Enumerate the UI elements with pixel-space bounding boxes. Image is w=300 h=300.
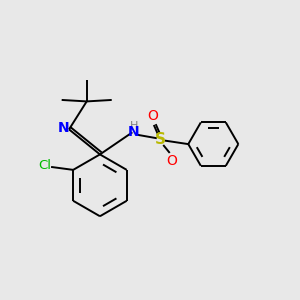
Text: S: S [155,132,166,147]
Text: Cl: Cl [38,159,51,172]
Text: N: N [128,125,140,139]
Text: O: O [148,109,158,123]
Text: H: H [130,121,138,131]
Text: N: N [58,121,70,135]
Text: O: O [167,154,178,168]
